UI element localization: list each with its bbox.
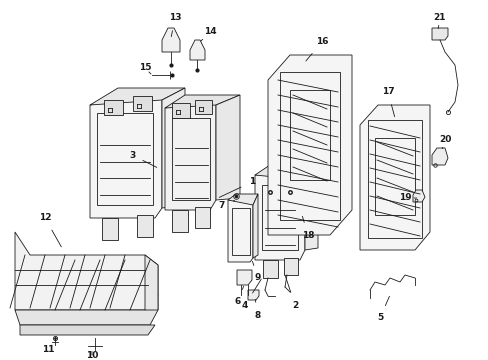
Polygon shape [263,260,278,278]
Text: 3: 3 [129,150,157,167]
Text: 20: 20 [438,135,450,149]
Text: 8: 8 [254,300,261,320]
Text: 6: 6 [234,286,243,306]
Polygon shape [133,96,152,111]
Polygon shape [90,92,162,218]
Polygon shape [431,28,447,40]
Polygon shape [164,95,240,108]
Polygon shape [137,215,153,237]
Polygon shape [267,55,351,235]
Polygon shape [90,88,184,105]
Text: 19: 19 [398,194,416,202]
Polygon shape [145,255,158,310]
Text: 18: 18 [301,216,314,239]
Polygon shape [284,258,297,275]
Text: 4: 4 [242,279,261,310]
Polygon shape [305,165,317,250]
Text: 11: 11 [41,345,54,355]
Polygon shape [412,190,424,202]
Text: 13: 13 [168,13,181,37]
Polygon shape [237,270,251,285]
Text: 15: 15 [139,63,151,74]
Polygon shape [164,98,216,210]
Polygon shape [15,232,158,310]
Polygon shape [359,105,429,250]
Text: 21: 21 [433,13,446,29]
Polygon shape [247,290,259,300]
Polygon shape [15,295,158,325]
Polygon shape [216,95,240,200]
Polygon shape [254,165,317,180]
Text: 2: 2 [285,276,298,310]
Polygon shape [252,194,258,258]
Polygon shape [104,100,123,115]
Text: 7: 7 [218,201,234,210]
Polygon shape [227,194,258,205]
Polygon shape [20,325,155,335]
Polygon shape [254,172,305,260]
Text: 14: 14 [201,27,216,41]
Text: 1: 1 [219,177,255,197]
Polygon shape [190,40,204,60]
Polygon shape [102,218,118,240]
Polygon shape [172,103,190,118]
Polygon shape [195,100,212,114]
Text: 10: 10 [85,351,98,360]
Polygon shape [227,200,252,262]
Text: 9: 9 [252,261,261,283]
Polygon shape [431,148,447,165]
Polygon shape [162,28,180,52]
Text: 12: 12 [39,213,61,247]
Text: 5: 5 [376,296,388,323]
Polygon shape [172,210,187,232]
Polygon shape [195,207,209,228]
Text: 16: 16 [305,37,327,61]
Polygon shape [162,88,184,208]
Text: 17: 17 [381,87,394,117]
